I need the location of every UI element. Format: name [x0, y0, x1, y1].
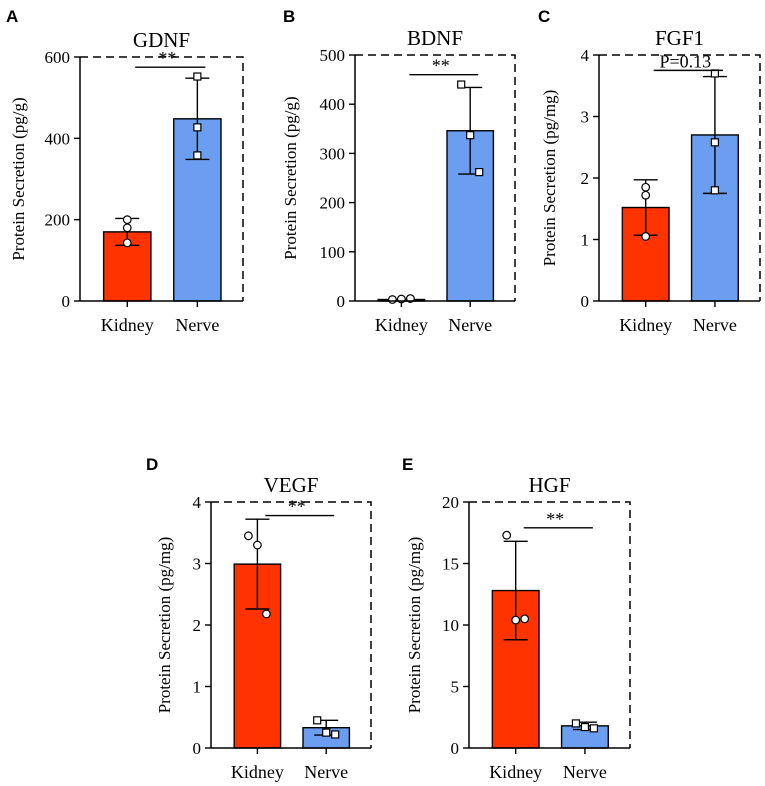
- y-tick-label: 0: [337, 292, 346, 311]
- panel-b: B BDNF 0 100 200 300 400 500 Kidney Nerve Protein …: [281, 7, 516, 335]
- y-tick-label: 10: [442, 616, 459, 635]
- data-point-nerve: [710, 138, 720, 147]
- data-point-kidney: [502, 530, 512, 540]
- y-axis-label: Protein Secretion (pg/mg): [540, 90, 559, 267]
- y-axis-label: Protein Secretion (pg/mg): [155, 537, 174, 714]
- significance-label: **: [432, 56, 450, 76]
- panel-e: E HGF 0 5 10 15 20 Kidney Nerve Protein Secretion…: [402, 455, 631, 782]
- significance-label: P=0.13: [659, 51, 711, 71]
- y-tick-label: 3: [193, 555, 202, 574]
- data-point-kidney: [520, 614, 530, 624]
- y-tick-label: 15: [442, 555, 459, 574]
- x-tick-label-kidney: Kidney: [231, 762, 284, 782]
- significance-label: **: [158, 48, 176, 68]
- y-tick-label: 400: [320, 95, 346, 114]
- y-tick-label: 4: [581, 46, 590, 65]
- y-tick-label: 200: [45, 211, 71, 230]
- panel-d: D VEGF 0 1 2 3 4 Kidney Nerve Protein Secretion (…: [146, 455, 372, 782]
- data-point-nerve: [466, 131, 475, 140]
- data-point-kidney: [122, 223, 132, 233]
- x-tick-label-kidney: Kidney: [489, 762, 542, 782]
- data-point-kidney: [252, 540, 262, 550]
- data-point-kidney: [511, 615, 521, 625]
- y-axis-label: Protein Secretion (pg/g): [281, 96, 300, 259]
- data-point-nerve: [475, 167, 484, 177]
- significance-label: **: [546, 509, 564, 529]
- y-tick-label: 1: [193, 678, 202, 697]
- y-tick-label: 500: [320, 46, 346, 65]
- data-point-nerve: [331, 730, 340, 739]
- y-tick-label: 0: [193, 739, 202, 758]
- chart-title: FGF1: [655, 26, 704, 50]
- data-point-kidney: [641, 182, 651, 192]
- y-tick-label: 3: [581, 108, 590, 127]
- x-tick-label-kidney: Kidney: [619, 315, 672, 335]
- data-point-kidney: [122, 215, 132, 225]
- data-point-kidney: [243, 531, 253, 541]
- y-tick-label: 200: [320, 194, 346, 213]
- data-point-kidney: [641, 232, 651, 241]
- data-point-nerve: [193, 72, 202, 81]
- y-tick-label: 100: [320, 243, 346, 262]
- y-tick-label: 4: [193, 493, 202, 512]
- y-tick-label: 400: [45, 129, 71, 148]
- dashed-frame: [469, 501, 631, 748]
- dashed-frame: [599, 54, 761, 301]
- data-point-nerve: [571, 719, 581, 728]
- chart-title: GDNF: [133, 28, 190, 52]
- x-tick-label-nerve: Nerve: [304, 762, 348, 782]
- data-point-nerve: [457, 80, 466, 89]
- data-point-kidney: [388, 295, 397, 304]
- data-point-nerve: [322, 728, 331, 737]
- panel-letter: A: [6, 7, 18, 26]
- y-tick-label: 1: [581, 231, 590, 250]
- y-axis-label: Protein Secretion (pg/g): [9, 97, 28, 260]
- panel-letter: C: [538, 7, 550, 26]
- x-tick-label-nerve: Nerve: [693, 315, 737, 335]
- y-tick-label: 300: [320, 144, 346, 163]
- data-point-nerve: [193, 151, 202, 160]
- y-tick-label: 5: [451, 678, 460, 697]
- chart-title: VEGF: [264, 473, 319, 497]
- y-tick-label: 2: [193, 616, 202, 635]
- x-tick-label-nerve: Nerve: [175, 315, 219, 335]
- data-point-nerve: [580, 722, 590, 732]
- panel-letter: E: [402, 455, 413, 474]
- dashed-frame: [355, 54, 516, 301]
- data-point-nerve: [313, 716, 322, 725]
- y-tick-label: 20: [442, 493, 459, 512]
- significance-label: **: [288, 497, 306, 517]
- y-tick-label: 2: [581, 169, 590, 188]
- panel-letter: D: [146, 455, 158, 474]
- panel-letter: B: [283, 7, 295, 26]
- data-point-kidney: [122, 238, 132, 248]
- y-axis-label: Protein Secretion (pg/mg): [405, 537, 424, 714]
- dashed-frame: [211, 501, 372, 748]
- x-tick-label-nerve: Nerve: [448, 315, 492, 335]
- chart-title: HGF: [528, 473, 570, 497]
- dashed-frame: [80, 56, 244, 301]
- data-point-nerve: [589, 724, 599, 733]
- chart-title: BDNF: [407, 26, 463, 50]
- y-tick-label: 0: [451, 739, 460, 758]
- x-tick-label-nerve: Nerve: [563, 762, 607, 782]
- panel-a: A GDNF 0 200 400 600 Kidney Nerve Protein Secret…: [6, 7, 244, 335]
- x-tick-label-kidney: Kidney: [101, 315, 154, 335]
- x-tick-label-kidney: Kidney: [375, 315, 428, 335]
- y-tick-label: 600: [45, 48, 71, 67]
- y-tick-label: 0: [581, 292, 590, 311]
- panel-c: C FGF1 0 1 2 3 4 Kidney Nerve Protein Secretion (…: [538, 7, 761, 335]
- y-tick-label: 0: [62, 292, 71, 311]
- data-point-nerve: [193, 123, 202, 132]
- data-point-kidney: [262, 609, 271, 619]
- data-point-nerve: [710, 186, 720, 195]
- data-point-kidney: [641, 190, 651, 200]
